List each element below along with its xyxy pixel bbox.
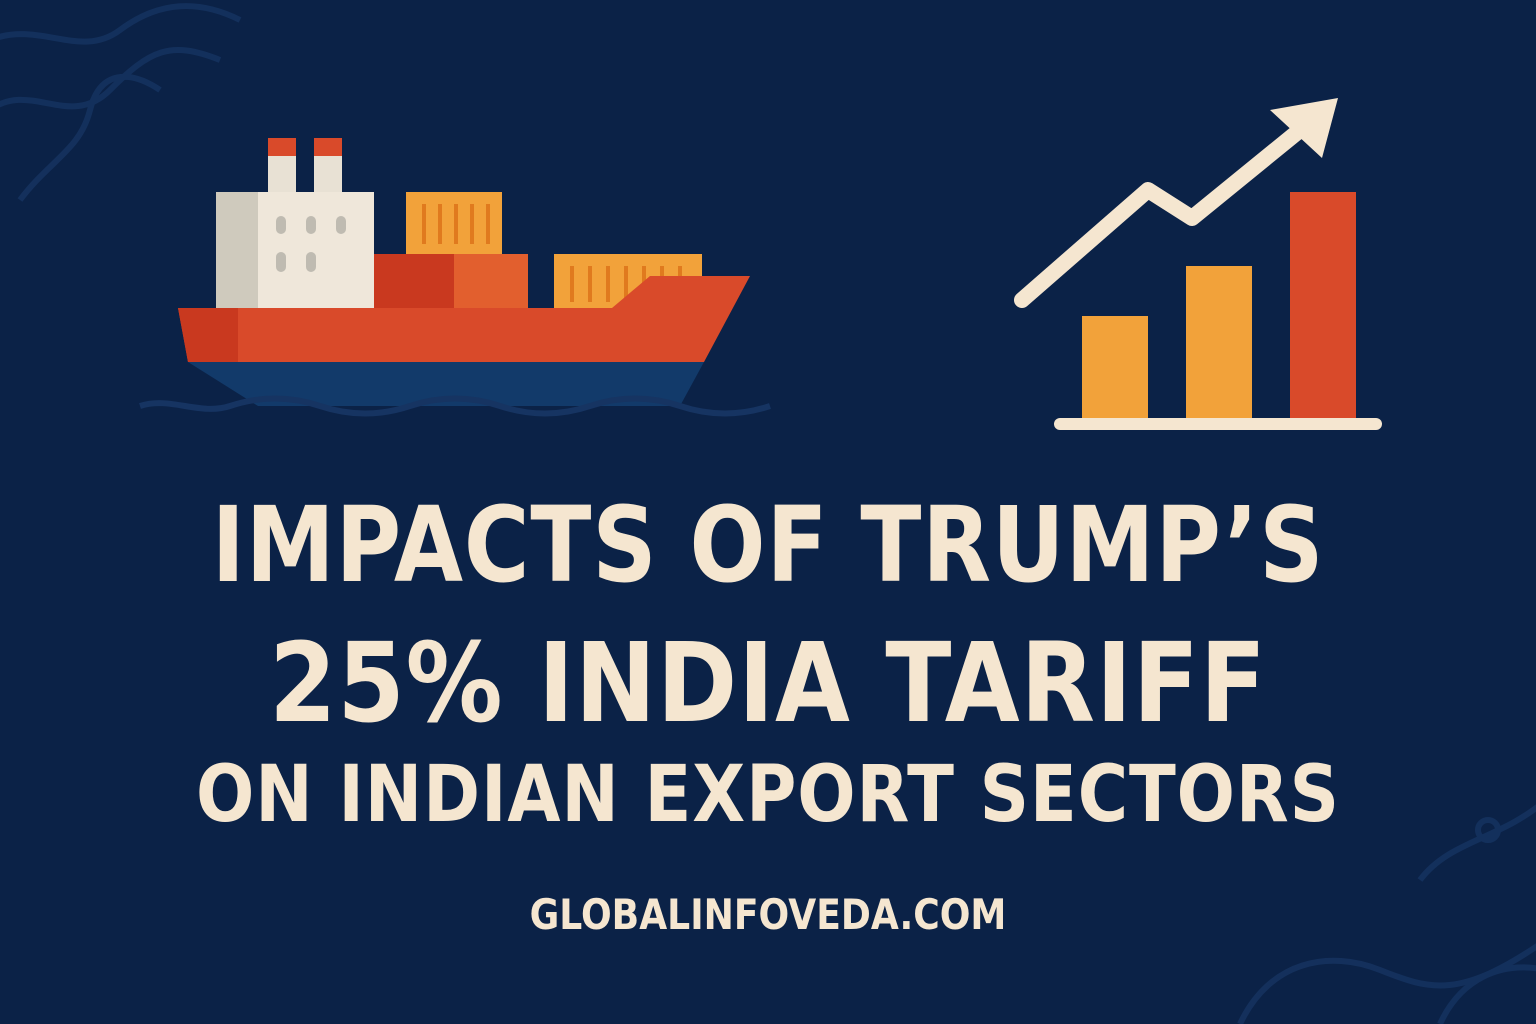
headline-line-3: ON INDIAN EXPORT SECTORS (196, 750, 1340, 840)
trend-arrow-icon (1014, 98, 1338, 308)
cargo-ship-icon (139, 138, 771, 417)
headline-line-1: IMPACTS OF TRUMP’S (211, 484, 1325, 606)
website-url: GLOBALINFOVEDA.COM (529, 890, 1007, 939)
headline-line-2: 25% INDIA TARIFF (269, 619, 1267, 747)
chart-bar-medium (1186, 266, 1252, 418)
corner-swirl-bottom-right (1237, 804, 1536, 1024)
growth-chart-icon (1014, 98, 1382, 430)
chart-bar-small (1082, 316, 1148, 418)
corner-swirl-top-left (0, 3, 242, 202)
chart-bar-tall (1290, 192, 1356, 418)
